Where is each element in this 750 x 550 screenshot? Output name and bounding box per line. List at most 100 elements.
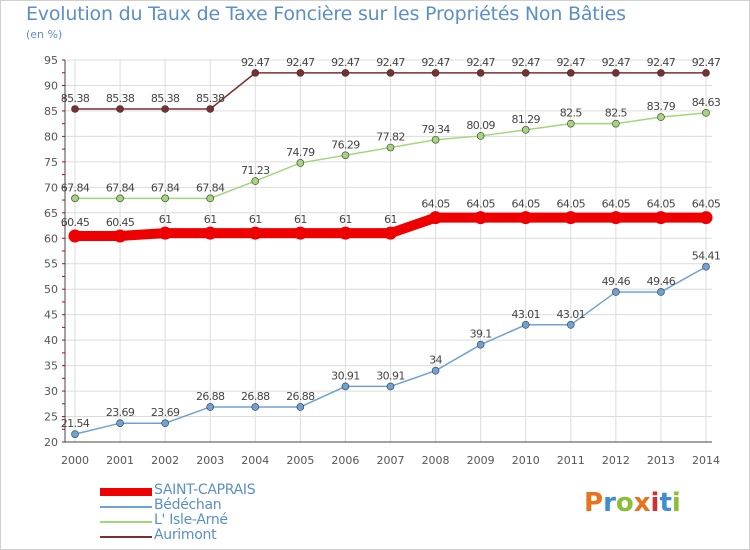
data-point — [206, 105, 215, 113]
data-label: 67.84 — [196, 181, 225, 194]
data-label: 82.5 — [605, 107, 628, 120]
data-label: 21.54 — [61, 417, 90, 430]
data-point — [296, 69, 305, 77]
data-point — [609, 211, 623, 225]
data-point — [386, 382, 395, 391]
data-label: 26.88 — [196, 390, 225, 403]
data-label: 92.47 — [241, 56, 270, 69]
data-point — [296, 403, 305, 411]
data-label: 43.01 — [557, 308, 586, 321]
data-point — [657, 113, 665, 121]
data-label: 92.47 — [692, 56, 721, 69]
y-tick-label: 50 — [44, 283, 58, 296]
data-point — [429, 211, 443, 225]
data-label: 30.91 — [376, 369, 405, 382]
x-tick-label: 2005 — [286, 454, 314, 467]
data-label: 79.34 — [421, 123, 450, 136]
data-point — [702, 262, 710, 271]
data-point — [116, 105, 124, 113]
y-tick-label: 20 — [44, 436, 58, 449]
data-label: 60.45 — [61, 216, 90, 229]
data-label: 92.47 — [557, 56, 586, 69]
series-saint-caprais: 60.45 60.45 61 61 61 61 61 61 64.05 64.05 64.05 64.… — [61, 198, 721, 243]
chart-title: Evolution du Taux de Taxe Foncière sur l… — [26, 3, 626, 25]
y-tick-label: 70 — [44, 181, 58, 194]
data-point — [476, 340, 485, 349]
x-tick-label: 2002 — [151, 454, 179, 467]
data-point — [116, 194, 124, 203]
x-tick-label: 2011 — [557, 454, 585, 467]
x-tick-label: 2001 — [106, 454, 134, 467]
data-point — [566, 119, 575, 128]
data-label: 67.84 — [61, 181, 90, 194]
data-point — [113, 229, 127, 243]
data-label: 43.01 — [511, 308, 540, 321]
data-point — [566, 321, 575, 329]
data-point — [612, 119, 620, 128]
data-label: 34 — [429, 354, 442, 367]
logo-letter: P — [584, 488, 604, 518]
data-label: 61 — [384, 213, 397, 226]
data-label: 85.38 — [196, 92, 225, 105]
data-label: 61 — [339, 213, 352, 226]
data-label: 67.84 — [106, 181, 135, 194]
data-label: 83.79 — [647, 100, 676, 113]
data-point — [251, 177, 260, 185]
data-point — [474, 211, 488, 225]
data-point — [158, 226, 172, 240]
data-label: 23.69 — [106, 406, 135, 419]
data-point — [657, 288, 665, 296]
data-label: 76.29 — [331, 138, 360, 151]
data-label: 23.69 — [151, 406, 180, 419]
x-tick-label: 2000 — [61, 454, 89, 467]
data-point — [161, 105, 169, 113]
legend-swatch-saint-caprais — [100, 488, 152, 496]
data-point — [71, 105, 79, 113]
data-label: 26.88 — [241, 390, 270, 403]
data-label: 85.38 — [61, 92, 90, 105]
y-tick-label: 35 — [44, 360, 58, 373]
legend-label-saint-caprais: SAINT-CAPRAIS — [154, 482, 256, 498]
data-label: 92.47 — [421, 56, 450, 69]
data-point — [116, 419, 124, 428]
data-point — [71, 430, 79, 438]
data-point — [476, 132, 485, 140]
data-label: 84.63 — [692, 96, 721, 109]
data-label: 64.05 — [557, 198, 586, 211]
data-point — [71, 194, 79, 203]
data-point — [68, 229, 82, 243]
data-label: 92.47 — [331, 56, 360, 69]
data-point — [431, 69, 440, 77]
data-point — [206, 403, 215, 411]
y-tick-label: 90 — [44, 79, 58, 92]
y-tick-label: 80 — [44, 130, 58, 143]
y-tick-label: 30 — [44, 385, 58, 398]
data-label: 71.23 — [241, 164, 270, 177]
data-label: 64.05 — [602, 198, 631, 211]
x-tick-label: 2010 — [512, 454, 540, 467]
data-point — [699, 211, 713, 225]
data-point — [338, 226, 352, 240]
data-label: 61 — [159, 213, 172, 226]
logo-letter: x — [633, 488, 651, 518]
data-point — [702, 109, 710, 117]
data-point — [341, 69, 350, 77]
data-point — [521, 69, 530, 77]
data-point — [296, 159, 305, 167]
series-aurimont: 85.38 85.38 85.38 85.38 92.47 92.47 92.47 92.47… — [61, 56, 721, 113]
data-point — [431, 366, 440, 375]
data-point — [293, 226, 307, 240]
data-point — [612, 69, 620, 77]
data-point — [476, 69, 485, 77]
legend-label-bedechan: Bédéchan — [154, 497, 222, 513]
data-label: 82.5 — [560, 107, 583, 120]
data-point — [161, 419, 169, 428]
legend-swatch-l-isle-arne — [100, 521, 152, 523]
data-label: 85.38 — [106, 92, 135, 105]
data-label: 64.05 — [692, 198, 721, 211]
data-label: 92.47 — [376, 56, 405, 69]
data-label: 39.1 — [470, 328, 492, 341]
data-label: 81.29 — [511, 113, 540, 126]
y-tick-label: 95 — [44, 54, 58, 67]
